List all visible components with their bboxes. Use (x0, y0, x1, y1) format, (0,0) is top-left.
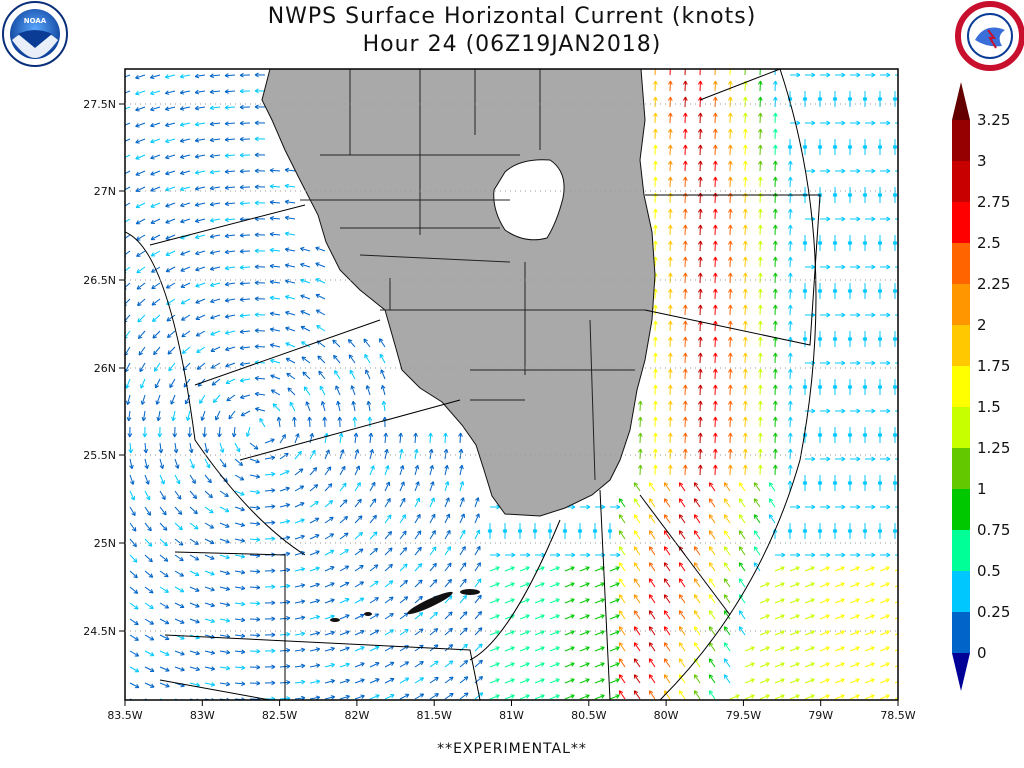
colorbar-label: 3.25 (977, 111, 1010, 129)
x-tick-label: 80.5W (571, 709, 606, 722)
colorbar-label: 0.5 (977, 562, 1001, 580)
x-tick-label: 83W (190, 709, 215, 722)
y-tick-label: 25.5N (83, 449, 116, 462)
county-boundaries (300, 69, 645, 481)
colorbar-segment (952, 448, 970, 489)
y-tick-label: 25N (94, 537, 116, 550)
x-tick-label: 79.5W (726, 709, 761, 722)
x-tick-label: 83.5W (107, 709, 142, 722)
noaa-logo-text: NOAA (24, 17, 47, 25)
x-tick-label: 82W (344, 709, 369, 722)
y-axis: 27.5N 27N 26.5N 26N 25.5N 25N 24.5N (83, 98, 898, 638)
y-tick-label: 26.5N (83, 274, 116, 287)
x-tick-label: 81W (499, 709, 524, 722)
x-tick-label: 78.5W (880, 709, 915, 722)
colorbar-label: 2.75 (977, 193, 1010, 211)
y-tick-label: 26N (94, 362, 116, 375)
colorbar-segment (952, 366, 970, 407)
experimental-label: **EXPERIMENTAL** (437, 741, 587, 757)
noaa-logo: NOAA (2, 1, 68, 67)
x-tick-label: 82.5W (262, 709, 297, 722)
colorbar-label: 1 (977, 480, 987, 498)
colorbar-segment (952, 571, 970, 612)
colorbar-segment (952, 120, 970, 161)
colorbar-label: 0 (977, 644, 987, 662)
x-tick-label: 81.5W (417, 709, 452, 722)
y-tick-label: 27N (94, 185, 116, 198)
florida-keys (330, 589, 480, 622)
colorbar-label: 2 (977, 316, 987, 334)
colorbar-segment (952, 530, 970, 571)
colorbar: 3.25 3 2.75 2.5 2.25 2 1.75 1.5 1.25 1 0.75 0.5 0.25… (952, 82, 1010, 691)
map-subtitle: Hour 24 (06Z19JAN2018) (362, 32, 662, 57)
lake-okeechobee (493, 159, 565, 241)
map-title: NWPS Surface Horizontal Current (knots) (267, 4, 757, 29)
x-tick-label: 80W (654, 709, 679, 722)
colorbar-segment (952, 612, 970, 653)
colorbar-max-arrow (952, 82, 970, 120)
colorbar-label: 0.75 (977, 521, 1010, 539)
colorbar-label: 1.75 (977, 357, 1010, 375)
colorbar-label: 3 (977, 152, 987, 170)
marine-zone-boundaries (125, 69, 821, 700)
colorbar-segment (952, 325, 970, 366)
y-tick-label: 24.5N (83, 625, 116, 638)
y-tick-label: 27.5N (83, 98, 116, 111)
x-tick-label: 79W (808, 709, 833, 722)
colorbar-segment (952, 161, 970, 202)
x-axis: 83.5W 83W 82.5W 82W 81.5W 81W 80.5W 80W 79.5W 79W… (107, 700, 916, 722)
colorbar-segment (952, 243, 970, 284)
current-vector-field (125, 69, 898, 700)
colorbar-segment (952, 407, 970, 448)
colorbar-label: 1.5 (977, 398, 1001, 416)
colorbar-min-arrow (952, 653, 970, 691)
colorbar-label: 2.5 (977, 234, 1001, 252)
colorbar-segment (952, 489, 970, 530)
colorbar-segment (952, 202, 970, 243)
colorbar-segment (952, 284, 970, 325)
colorbar-label: 0.25 (977, 603, 1010, 621)
nws-logo (955, 1, 1024, 71)
colorbar-label: 1.25 (977, 439, 1010, 457)
colorbar-label: 2.25 (977, 275, 1010, 293)
